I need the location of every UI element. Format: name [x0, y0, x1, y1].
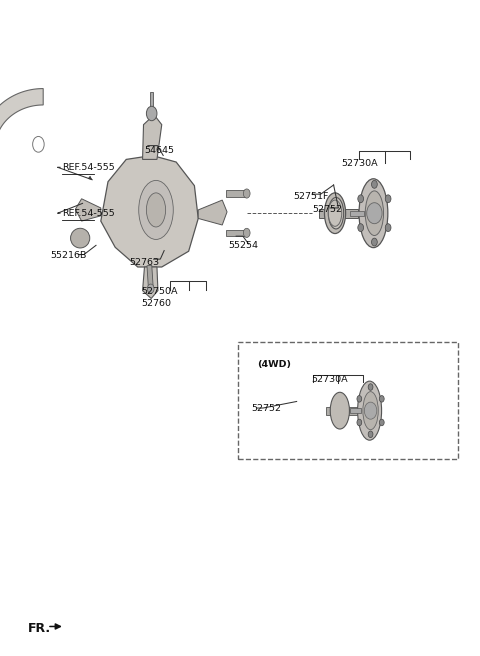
- Circle shape: [243, 189, 250, 198]
- Circle shape: [358, 195, 363, 203]
- Ellipse shape: [328, 200, 342, 226]
- Circle shape: [372, 238, 377, 246]
- Circle shape: [379, 419, 384, 426]
- Text: (4WD): (4WD): [257, 359, 291, 369]
- Bar: [147, 265, 153, 287]
- Polygon shape: [0, 89, 43, 162]
- Text: 54645: 54645: [144, 146, 174, 155]
- Text: 52751F: 52751F: [293, 192, 328, 201]
- Polygon shape: [75, 199, 101, 221]
- Ellipse shape: [358, 381, 382, 440]
- Circle shape: [368, 384, 373, 390]
- Ellipse shape: [324, 193, 346, 234]
- Circle shape: [243, 228, 250, 237]
- Text: REF.54-555: REF.54-555: [62, 163, 115, 172]
- Ellipse shape: [363, 392, 378, 430]
- Ellipse shape: [359, 178, 388, 247]
- Circle shape: [367, 203, 382, 224]
- Ellipse shape: [146, 193, 166, 227]
- Bar: [319, 209, 358, 218]
- Text: REF.54-555: REF.54-555: [62, 209, 115, 218]
- Text: 55216B: 55216B: [50, 251, 87, 260]
- Circle shape: [379, 396, 384, 402]
- Ellipse shape: [71, 228, 90, 248]
- Bar: [150, 92, 153, 107]
- Circle shape: [385, 195, 391, 203]
- Polygon shape: [143, 267, 158, 298]
- Text: 55254: 55254: [228, 241, 258, 251]
- Text: 52730A: 52730A: [311, 375, 348, 384]
- Circle shape: [357, 419, 362, 426]
- Bar: [226, 190, 246, 197]
- Ellipse shape: [365, 191, 384, 236]
- Text: 52730A: 52730A: [341, 159, 377, 169]
- Circle shape: [33, 136, 44, 152]
- Bar: [350, 211, 364, 216]
- Text: 52763: 52763: [130, 258, 160, 267]
- Circle shape: [147, 284, 154, 293]
- Circle shape: [146, 106, 157, 121]
- Bar: [350, 408, 361, 413]
- Text: 52752: 52752: [251, 403, 281, 413]
- Polygon shape: [143, 115, 162, 159]
- Ellipse shape: [139, 180, 173, 239]
- Polygon shape: [198, 200, 227, 225]
- Text: 52752: 52752: [312, 205, 342, 215]
- Circle shape: [368, 431, 373, 438]
- Bar: [226, 230, 246, 236]
- Ellipse shape: [334, 396, 348, 425]
- Text: 52750A: 52750A: [142, 287, 178, 297]
- Circle shape: [364, 402, 377, 419]
- Circle shape: [357, 396, 362, 402]
- Circle shape: [385, 224, 391, 232]
- Circle shape: [372, 180, 377, 188]
- Polygon shape: [101, 155, 198, 267]
- Circle shape: [358, 224, 363, 232]
- Text: 52760: 52760: [142, 298, 172, 308]
- Ellipse shape: [328, 197, 344, 229]
- Bar: [326, 407, 358, 415]
- Ellipse shape: [330, 392, 349, 429]
- Text: FR.: FR.: [28, 622, 51, 635]
